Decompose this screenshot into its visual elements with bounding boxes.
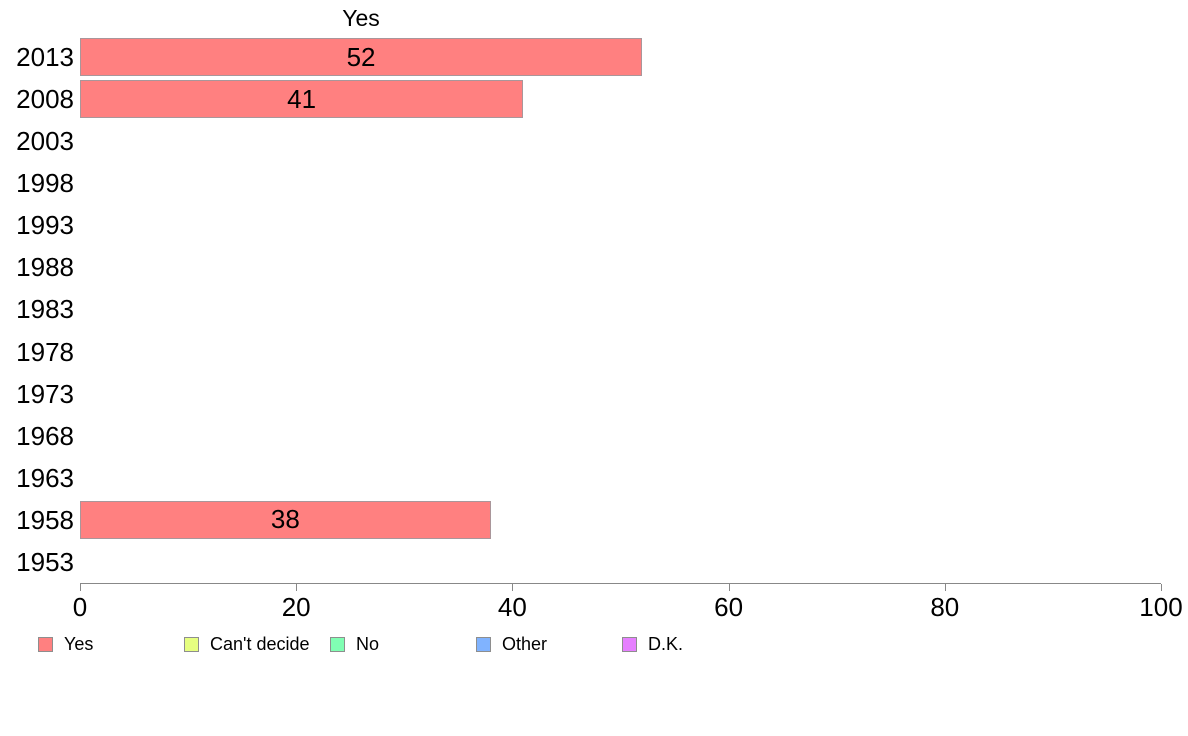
x-axis-tick xyxy=(80,584,81,591)
x-axis-line xyxy=(80,583,1161,584)
legend-swatch xyxy=(330,637,345,652)
legend-label: Yes xyxy=(64,634,94,654)
bar-value-label: 38 xyxy=(270,504,300,535)
y-axis-label: 1958 xyxy=(16,504,74,535)
x-axis-tick-label: 40 xyxy=(497,592,527,622)
legend-label: D.K. xyxy=(648,634,684,654)
legend-item: Yes xyxy=(38,634,184,655)
bar: 41 xyxy=(80,80,524,119)
y-axis-label: 2008 xyxy=(16,84,74,115)
bar: 52 xyxy=(80,38,643,77)
legend-swatch xyxy=(38,637,53,652)
legend-swatch xyxy=(622,637,637,652)
y-axis-label: 1973 xyxy=(16,378,74,409)
legend-item: Can't decide xyxy=(184,634,330,655)
x-axis-tick-label: 0 xyxy=(72,592,88,622)
bar-value-label: 41 xyxy=(287,83,317,114)
legend: Yes Can't decide No Other D.K. xyxy=(38,634,768,655)
legend-label: Can't decide xyxy=(210,634,310,654)
legend-item: D.K. xyxy=(622,634,768,655)
bar: 38 xyxy=(80,500,491,539)
legend-swatch xyxy=(476,637,491,652)
x-axis-tick xyxy=(512,584,514,591)
y-axis-label: 2003 xyxy=(16,126,74,157)
legend-label: Other xyxy=(502,634,548,654)
y-axis-label: 1998 xyxy=(16,168,74,199)
x-axis-tick-label: 20 xyxy=(281,592,311,622)
bar-value-label: 52 xyxy=(346,41,376,72)
y-axis-label: 1983 xyxy=(16,294,74,325)
legend-swatch xyxy=(184,637,199,652)
x-axis-tick xyxy=(728,584,730,591)
y-axis-label: 1993 xyxy=(16,210,74,241)
legend-item: Other xyxy=(476,634,622,655)
y-axis-label: 1988 xyxy=(16,252,74,283)
y-axis-label: 2013 xyxy=(16,42,74,72)
x-axis-tick-label: 80 xyxy=(930,592,960,622)
x-axis-tick xyxy=(296,584,298,591)
y-axis-label: 1953 xyxy=(16,546,74,577)
chart-title: Yes xyxy=(342,5,380,31)
x-axis-tick xyxy=(1161,584,1162,591)
x-axis-tick-label: 100 xyxy=(1139,592,1183,622)
y-axis-label: 1968 xyxy=(16,420,74,451)
legend-label: No xyxy=(356,634,380,654)
y-axis-label: 1963 xyxy=(16,462,74,493)
y-axis-label: 1978 xyxy=(16,336,74,367)
x-axis-tick xyxy=(944,584,946,591)
legend-item: No xyxy=(330,634,476,655)
x-axis-tick-label: 60 xyxy=(714,592,744,622)
